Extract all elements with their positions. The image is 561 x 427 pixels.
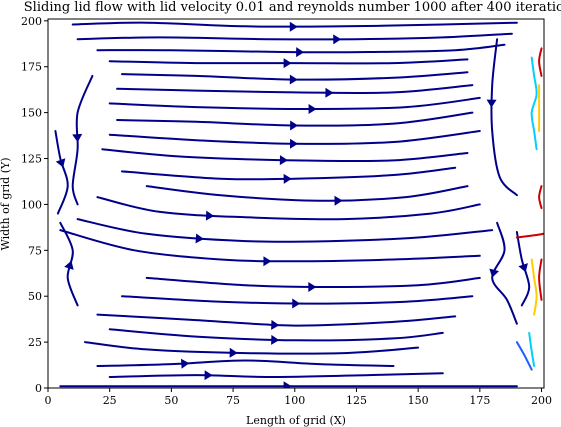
stream-arrow [204,370,213,381]
y-tick-label: 175 [21,61,42,74]
streamline [96,359,395,367]
stream-arrow [55,158,66,168]
stream-arrow [486,99,497,108]
stream-arrow [283,173,292,184]
streamline [76,32,513,41]
x-axis-ticks: 0 25 50 75 100 125 150 175 200 [45,388,552,407]
edge-streamline [530,56,538,151]
stream-arrow [289,21,298,32]
streamline [96,196,481,221]
stream-arrow [271,319,280,330]
streamline [108,372,444,378]
stream-arrow [289,74,298,85]
edge-streamline [538,47,543,77]
x-tick-label: 0 [45,394,52,407]
y-tick-label: 150 [21,107,42,120]
edge-streamline [530,258,538,316]
x-tick-label: 100 [284,394,305,407]
streamline [121,295,474,305]
streamline [59,229,481,263]
stream-arrow [292,298,301,309]
stream-arrow [279,155,288,166]
chart-title: Sliding lid flow with lid velocity 0.01 … [24,0,561,15]
x-tick-label: 25 [103,394,117,407]
edge-streamline [515,341,533,371]
y-tick-label: 25 [28,336,42,349]
stream-arrow [290,120,299,131]
streamline [96,43,506,54]
stream-arrow [195,233,204,244]
streamlines-group [54,21,544,388]
x-tick-label: 125 [346,394,367,407]
stream-arrow [283,381,292,388]
stream-arrow [308,282,317,292]
y-axis-ticks: 0 25 50 75 100 125 150 175 200 [21,15,48,395]
stream-arrow [290,138,298,149]
streamline [108,96,481,110]
streamline [84,341,420,355]
edge-streamline [528,331,536,367]
stream-arrow [489,268,499,278]
plot-frame [47,18,545,389]
stream-arrow [64,260,74,270]
stream-arrow [334,195,343,206]
stream-arrow [263,256,272,267]
streamline [145,185,469,202]
stream-arrow [205,210,215,221]
plot-area [54,21,544,388]
y-tick-label: 100 [21,198,42,211]
streamline [490,38,518,197]
stream-arrow [333,34,342,45]
edge-streamline [538,258,543,301]
streamline [76,218,494,243]
edge-streamline [515,232,544,239]
stream-arrow [271,334,280,345]
stream-arrow [181,358,190,369]
streamline [145,276,481,288]
x-tick-label: 50 [164,394,178,407]
streamline [108,328,444,342]
streamline [71,74,94,206]
stream-arrow [229,347,238,358]
y-axis-label: Width of grid (Y) [0,157,12,250]
stream-arrow [518,263,528,273]
streamline [101,148,469,163]
streamline [515,231,531,307]
streamline [54,130,69,215]
y-tick-label: 50 [28,290,42,303]
edge-streamline [538,185,543,210]
streamline [108,58,469,65]
stream-arrow [72,133,83,143]
y-tick-label: 75 [28,244,42,257]
streamline [491,221,518,325]
stream-arrow [283,58,292,69]
stream-arrow [308,104,317,114]
stream-arrow [296,47,305,58]
y-tick-label: 0 [35,382,42,395]
y-tick-label: 200 [21,15,42,28]
x-axis-label: Length of grid (X) [246,414,346,427]
streamline [96,313,457,327]
x-tick-label: 200 [531,394,552,407]
stream-arrow [325,87,334,98]
x-tick-label: 175 [469,394,490,407]
y-tick-label: 125 [21,153,42,166]
streamline [121,166,457,181]
streamline [116,84,474,95]
x-tick-label: 150 [408,394,429,407]
x-tick-label: 75 [226,394,240,407]
